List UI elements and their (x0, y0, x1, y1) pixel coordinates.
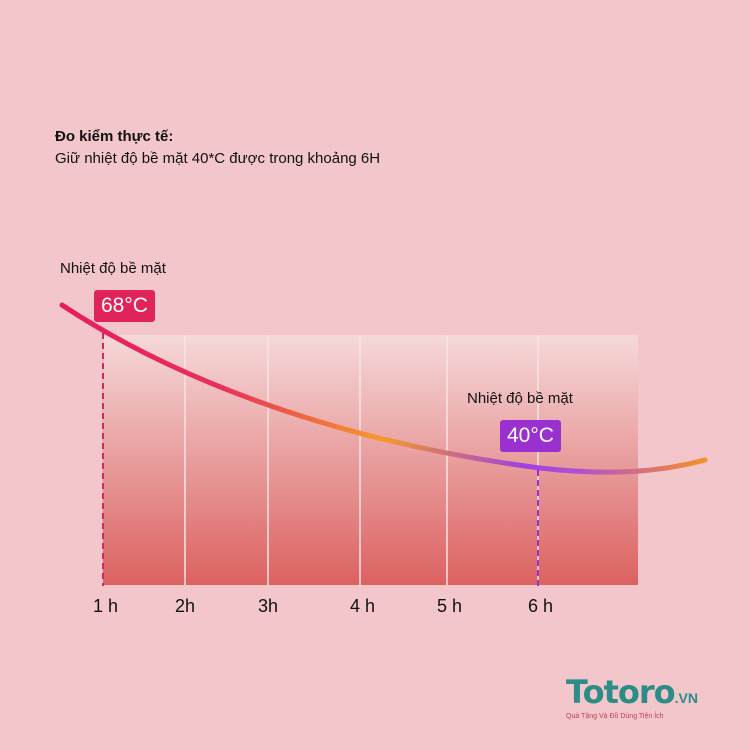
annotation-label-start: Nhiệt độ bề mặt (60, 260, 166, 277)
x-tick-label: 4 h (350, 596, 376, 616)
badge-start-temp: 68°C (94, 290, 155, 322)
x-tick-label: 6 h (528, 596, 554, 616)
x-tick-label: 5 h (437, 596, 463, 616)
x-tick-label: 3h (258, 596, 279, 616)
logo-name: Totoro (566, 673, 676, 711)
annotation-label-end: Nhiệt độ bề mặt (467, 390, 573, 407)
x-tick-label: 2h (175, 596, 196, 616)
temperature-curve (59, 302, 708, 475)
logo-suffix: .VN (674, 690, 698, 706)
x-tick-label: 1 h (93, 596, 119, 616)
page-title: Đo kiểm thực tế: (55, 128, 174, 145)
logo: Totoro.VN Quà Tặng Và Đồ Dùng Tiện Ích (566, 674, 746, 721)
badge-end-temp: 40°C (500, 420, 561, 452)
logo-tagline: Quà Tặng Và Đồ Dùng Tiện Ích (566, 713, 664, 720)
page-subtitle: Giữ nhiệt độ bề mặt 40*C được trong khoả… (55, 150, 381, 167)
